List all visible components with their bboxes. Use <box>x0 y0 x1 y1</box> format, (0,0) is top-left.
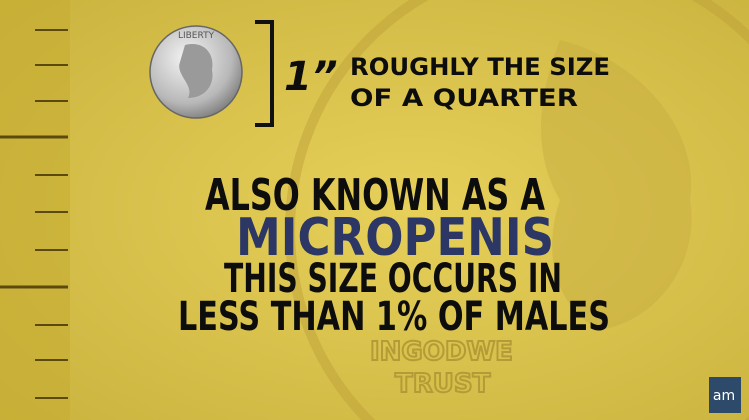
quarter-legend: LIBERTY <box>178 31 215 41</box>
headline: ALSO KNOWN AS A <box>205 170 545 221</box>
quarter-portrait <box>179 44 213 98</box>
caption: OF A QUARTER <box>350 84 578 112</box>
logo-box <box>709 377 741 413</box>
bg-coin <box>285 0 749 420</box>
highlight: MICROPENIS <box>236 208 554 268</box>
size-label: 1” <box>284 54 338 100</box>
ruler-ticks <box>0 29 68 399</box>
logo: am <box>713 388 735 404</box>
bg-coin-portrait <box>541 40 692 330</box>
coin-motto: TRUST <box>395 369 491 399</box>
statement: THIS SIZE OCCURS IN <box>224 256 562 302</box>
statement: LESS THAN 1% OF MALES <box>178 294 610 340</box>
coin-motto: INGODWE <box>370 337 513 367</box>
bracket <box>255 20 274 127</box>
caption: ROUGHLY THE SIZE <box>350 53 610 81</box>
ruler <box>0 0 70 420</box>
